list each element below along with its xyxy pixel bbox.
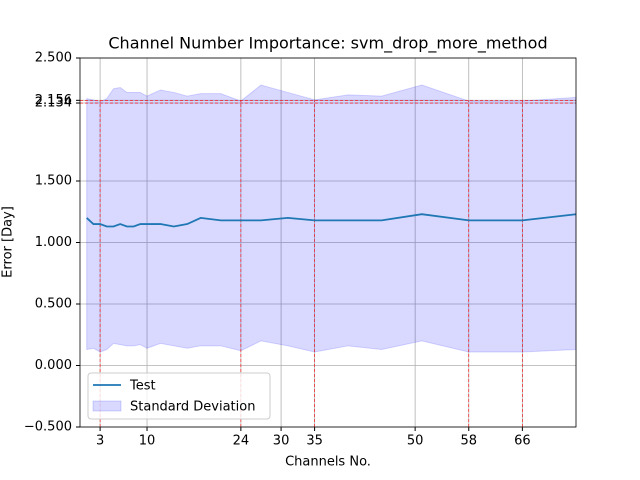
x-tick-label: 58 (460, 434, 477, 449)
y-tick-label: 2.500 (35, 51, 72, 66)
legend-label: Test (129, 379, 156, 394)
y-tick-label: 2.156 (35, 93, 72, 108)
x-tick-label: 50 (407, 434, 424, 449)
x-tick-label: 10 (139, 434, 156, 449)
legend-swatch (92, 400, 122, 412)
y-tick-label: 2.134 (35, 96, 72, 111)
y-axis-label: Error [Day] (1, 206, 16, 278)
line (86, 213, 577, 228)
y-tick-label: 0.500 (35, 297, 72, 312)
y-tick-label: 0.000 (35, 358, 72, 373)
x-tick-label: 24 (233, 434, 250, 449)
legend-box (87, 372, 271, 420)
std-band (86, 84, 577, 353)
x-tick-label: 35 (306, 434, 323, 449)
plot-frame (79, 57, 577, 428)
y-tick-label: 1.000 (35, 235, 72, 250)
y-tick-label: 1.500 (35, 174, 72, 189)
y-tick-label: −0.500 (24, 420, 72, 435)
x-tick-label: 3 (96, 434, 104, 449)
x-tick-label: 30 (273, 434, 290, 449)
chart-title: Channel Number Importance: svm_drop_more… (108, 34, 547, 54)
legend-label: Standard Deviation (130, 400, 255, 415)
x-tick-label: 66 (514, 434, 531, 449)
x-axis-label: Channels No. (285, 455, 371, 470)
